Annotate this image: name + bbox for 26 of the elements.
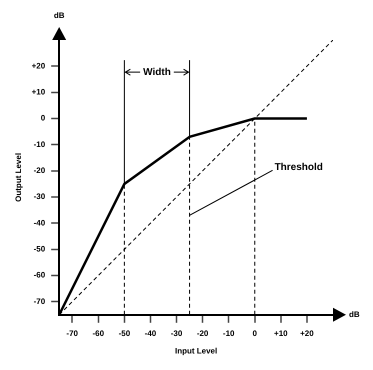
- y-tick-label: -70: [34, 296, 46, 306]
- annotation: Width: [143, 66, 171, 78]
- y-tick-label: -50: [34, 244, 46, 254]
- x-axis-title: Input Level: [174, 346, 218, 356]
- x-tick-label: -50: [118, 328, 131, 338]
- x-tick-label: -30: [170, 328, 183, 338]
- x-tick-label: -20: [196, 328, 209, 338]
- y-tick-label: +20: [32, 61, 46, 70]
- y-tick-label: +10: [32, 88, 46, 97]
- y-tick-label: 0: [40, 114, 46, 123]
- x-tick-label: +10: [274, 328, 288, 338]
- x-tick-label: +20: [300, 328, 314, 338]
- text: dB: [349, 310, 360, 320]
- y-tick-label: -10: [34, 140, 46, 149]
- y-tick-label: -30: [34, 192, 46, 202]
- x-tick-label: -70: [66, 328, 79, 338]
- x-tick-label: 0: [252, 328, 258, 338]
- y-tick-label: -60: [34, 270, 46, 280]
- annotation: Threshold: [274, 162, 323, 174]
- y-tick-label: -40: [34, 218, 46, 228]
- y-tick-label: -20: [34, 166, 46, 176]
- y-axis-title: Output Level: [14, 152, 24, 202]
- x-tick-label: -60: [92, 328, 105, 338]
- x-tick-label: -10: [222, 328, 236, 338]
- text: dB: [54, 11, 65, 20]
- x-tick-label: -40: [144, 328, 157, 338]
